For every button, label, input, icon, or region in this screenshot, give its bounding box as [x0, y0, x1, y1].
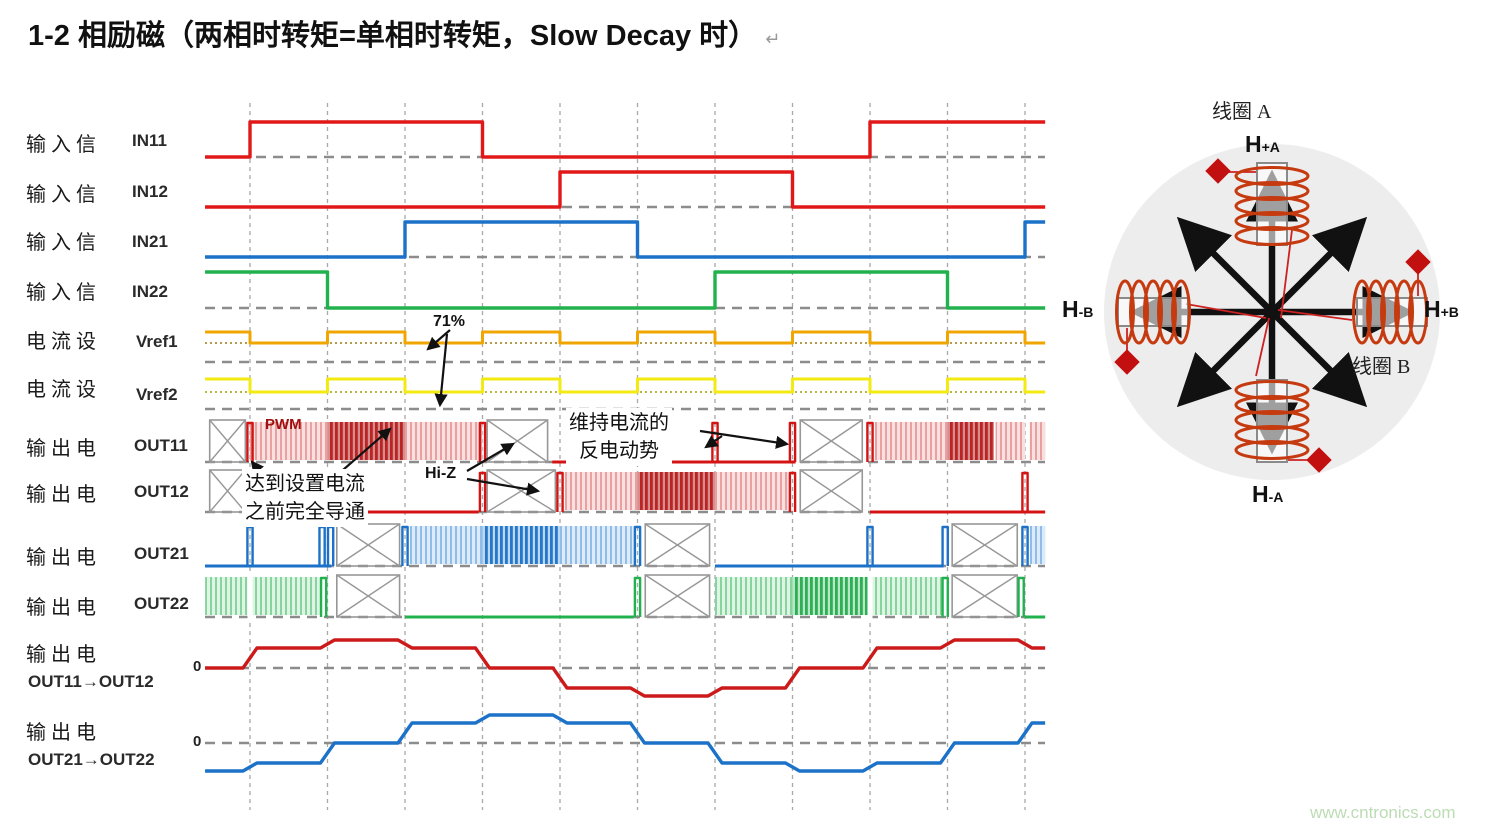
- row-label-in22: IN22: [132, 282, 168, 301]
- row-label-in21: IN21: [132, 232, 168, 251]
- zero-label-current-b: 0: [193, 733, 202, 750]
- row-label-out21-cn: 输出电: [26, 547, 101, 569]
- row-label-vref1-cn: 电流设: [26, 331, 101, 353]
- row-label-ib-cn: 输出电: [26, 722, 101, 744]
- h-plus-b-label: H+B: [1424, 296, 1459, 322]
- row-label-out12-cn: 输出电: [26, 484, 101, 506]
- annotation-full-conduction-line1: 达到设置电流: [245, 473, 365, 495]
- annotation-hiz: Hi-Z: [423, 465, 459, 483]
- row-label-ia-cn: 输出电: [26, 644, 101, 666]
- annotation-back-emf: 维持电流的 反电动势: [566, 408, 672, 466]
- row-label-vref1: Vref1: [136, 332, 178, 351]
- row-label-in11: IN11: [132, 131, 167, 150]
- row-label-in12-cn: 输入信: [26, 184, 101, 206]
- row-label-out22-cn: 输出电: [26, 597, 101, 619]
- row-label-vref2: Vref2: [136, 385, 178, 404]
- h-minus-b-label: H-B: [1062, 296, 1094, 322]
- row-label-in21-cn: 输入信: [26, 232, 101, 254]
- row-label-ia: OUT11→OUT12: [28, 672, 154, 691]
- return-mark-icon: ↵: [765, 29, 781, 49]
- annotation-71pct: 71%: [433, 313, 466, 330]
- annotation-back-emf-line1: 维持电流的: [569, 412, 669, 434]
- annotation-pwm: PWM: [265, 416, 302, 433]
- annotation-full-conduction-line2: 之前完全导通: [245, 501, 365, 523]
- h-plus-a-label: H+A: [1245, 131, 1280, 157]
- coil-a-label: 线圈 A: [1212, 101, 1272, 123]
- row-label-out11: OUT11: [134, 436, 188, 455]
- watermark: www.cntronics.com: [1310, 803, 1456, 822]
- page-title: 1-2 相励磁（两相时转矩=单相时转矩，Slow Decay 时） ↵: [28, 12, 780, 54]
- page-title-text: 1-2 相励磁（两相时转矩=单相时转矩，Slow Decay 时）: [28, 20, 758, 52]
- row-label-out11-cn: 输出电: [26, 438, 101, 460]
- row-label-out21: OUT21: [134, 544, 189, 563]
- row-label-out22: OUT22: [134, 594, 189, 613]
- zero-label-current-a: 0: [193, 658, 202, 675]
- row-label-in22-cn: 输入信: [26, 282, 101, 304]
- h-minus-a-label: H-A: [1252, 481, 1284, 507]
- row-label-in11-cn: 输入信: [26, 134, 101, 156]
- row-label-vref2-cn: 电流设: [26, 379, 101, 401]
- row-label-ib: OUT21→OUT22: [28, 750, 155, 769]
- annotation-back-emf-line2: 反电动势: [579, 440, 659, 462]
- coil-b-label: 线圈 B: [1352, 356, 1411, 378]
- row-label-out12: OUT12: [134, 482, 189, 501]
- row-label-in12: IN12: [132, 182, 168, 201]
- annotation-full-conduction: 达到设置电流 之前完全导通: [242, 469, 368, 527]
